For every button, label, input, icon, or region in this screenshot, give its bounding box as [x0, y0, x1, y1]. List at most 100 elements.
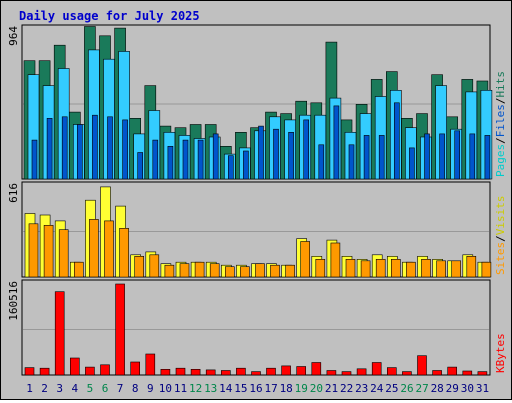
bar-kbytes-day-27 — [417, 355, 427, 376]
bar-kbytes-day-24 — [371, 362, 382, 376]
bar-pages-day-23 — [363, 135, 370, 180]
bar-kbytes-day-11 — [175, 367, 186, 376]
bar-kbytes-day-23 — [356, 368, 367, 376]
x-tick-label: 15 — [234, 382, 247, 395]
x-tick-label: 8 — [132, 382, 139, 395]
x-tick-label: 5 — [87, 382, 94, 395]
panel-kbytes: 160516 KBytes — [7, 281, 507, 376]
bar-kbytes-day-25 — [386, 367, 397, 376]
x-tick-label: 29 — [446, 382, 459, 395]
bar-sites-day-31 — [481, 261, 492, 278]
legend-item: Sites — [494, 242, 507, 275]
bar-sites-day-4 — [74, 261, 84, 278]
x-tick-label: 25 — [385, 382, 398, 395]
bar-pages-day-4 — [77, 124, 83, 180]
panel-legend: Sites/Visits — [494, 196, 507, 276]
bar-sites-day-29 — [451, 260, 462, 278]
x-tick-label: 22 — [340, 382, 353, 395]
bar-kbytes-day-18 — [281, 365, 291, 376]
bar-pages-day-28 — [439, 133, 445, 180]
bar-pages-day-12 — [197, 139, 204, 180]
bar-pages-day-18 — [288, 132, 294, 180]
y-max-label: 160516 — [7, 281, 20, 321]
bar-pages-day-22 — [348, 144, 355, 180]
bar-sites-day-5 — [89, 219, 99, 278]
bar-sites-day-19 — [300, 241, 311, 278]
bar-sites-day-14 — [225, 266, 235, 278]
bar-sites-day-22 — [345, 258, 356, 278]
bar-sites-day-27 — [421, 258, 431, 278]
x-tick-label: 30 — [461, 382, 474, 395]
bar-sites-day-3 — [58, 229, 69, 278]
bar-kbytes-day-14 — [221, 370, 231, 376]
bar-pages-day-16 — [258, 125, 264, 180]
x-tick-label: 20 — [310, 382, 323, 395]
bar-sites-day-11 — [179, 263, 190, 278]
bar-kbytes-day-9 — [145, 353, 156, 376]
x-tick-label: 21 — [325, 382, 338, 395]
bar-sites-day-12 — [194, 261, 205, 278]
legend-item: / — [494, 235, 507, 242]
bar-kbytes-day-20 — [311, 362, 322, 376]
bar-kbytes-day-7 — [115, 283, 125, 376]
x-tick-label: 16 — [249, 382, 262, 395]
panel-frame — [21, 279, 491, 376]
bar-sites-day-2 — [43, 225, 54, 278]
bar-pages-day-14 — [228, 155, 234, 180]
bar-kbytes-day-6 — [100, 364, 110, 376]
legend-item: / — [494, 98, 507, 105]
bar-kbytes-day-21 — [326, 370, 337, 376]
bar-sites-day-24 — [375, 258, 386, 278]
x-tick-label: 6 — [102, 382, 109, 395]
bar-pages-day-25 — [393, 102, 400, 180]
bar-pages-day-11 — [182, 139, 189, 180]
legend-item: Files — [494, 104, 507, 137]
bar-pages-day-8 — [137, 152, 143, 180]
bar-kbytes-day-2 — [39, 367, 50, 376]
x-tick-label: 27 — [415, 382, 428, 395]
bar-pages-day-9 — [152, 139, 159, 180]
x-tick-label: 2 — [41, 382, 48, 395]
bar-sites-day-18 — [285, 264, 295, 278]
x-tick-label: 1 — [26, 382, 33, 395]
bar-pages-day-13 — [212, 133, 219, 180]
bar-pages-day-27 — [424, 133, 430, 180]
bar-pages-day-20 — [318, 144, 325, 180]
bar-pages-day-10 — [167, 146, 174, 180]
x-tick-label: 11 — [174, 382, 187, 395]
bar-kbytes-day-19 — [296, 366, 307, 376]
x-tick-label: 13 — [204, 382, 217, 395]
x-tick-label: 31 — [476, 382, 489, 395]
x-tick-label: 14 — [219, 382, 233, 395]
x-tick-label: 17 — [264, 382, 277, 395]
bar-kbytes-day-31 — [477, 371, 488, 376]
bar-sites-day-9 — [149, 254, 160, 278]
legend-item: KBytes — [494, 333, 507, 373]
x-tick-label: 18 — [280, 382, 293, 395]
bar-pages-day-21 — [333, 105, 340, 180]
bar-kbytes-day-22 — [341, 371, 352, 376]
bar-sites-day-17 — [270, 264, 280, 278]
bar-kbytes-day-1 — [24, 367, 35, 376]
bar-kbytes-day-12 — [190, 368, 201, 376]
bar-pages-day-30 — [469, 133, 476, 180]
bar-pages-day-19 — [303, 119, 310, 180]
bar-sites-day-20 — [315, 258, 326, 278]
y-max-label: 964 — [7, 26, 20, 46]
bar-pages-day-24 — [378, 135, 385, 180]
bar-pages-day-17 — [273, 128, 279, 180]
bar-sites-day-26 — [406, 261, 416, 278]
bar-pages-day-29 — [454, 130, 461, 180]
bar-kbytes-day-3 — [54, 291, 65, 376]
bar-sites-day-30 — [466, 256, 477, 278]
x-tick-label: 3 — [56, 382, 63, 395]
bar-kbytes-day-16 — [251, 371, 261, 376]
bar-kbytes-day-15 — [236, 367, 246, 376]
panel-legend: KBytes — [494, 333, 507, 373]
panel-visits-sites: 616 Sites/Visits — [7, 183, 507, 278]
bar-kbytes-day-29 — [447, 366, 458, 376]
bar-pages-day-2 — [46, 118, 53, 180]
